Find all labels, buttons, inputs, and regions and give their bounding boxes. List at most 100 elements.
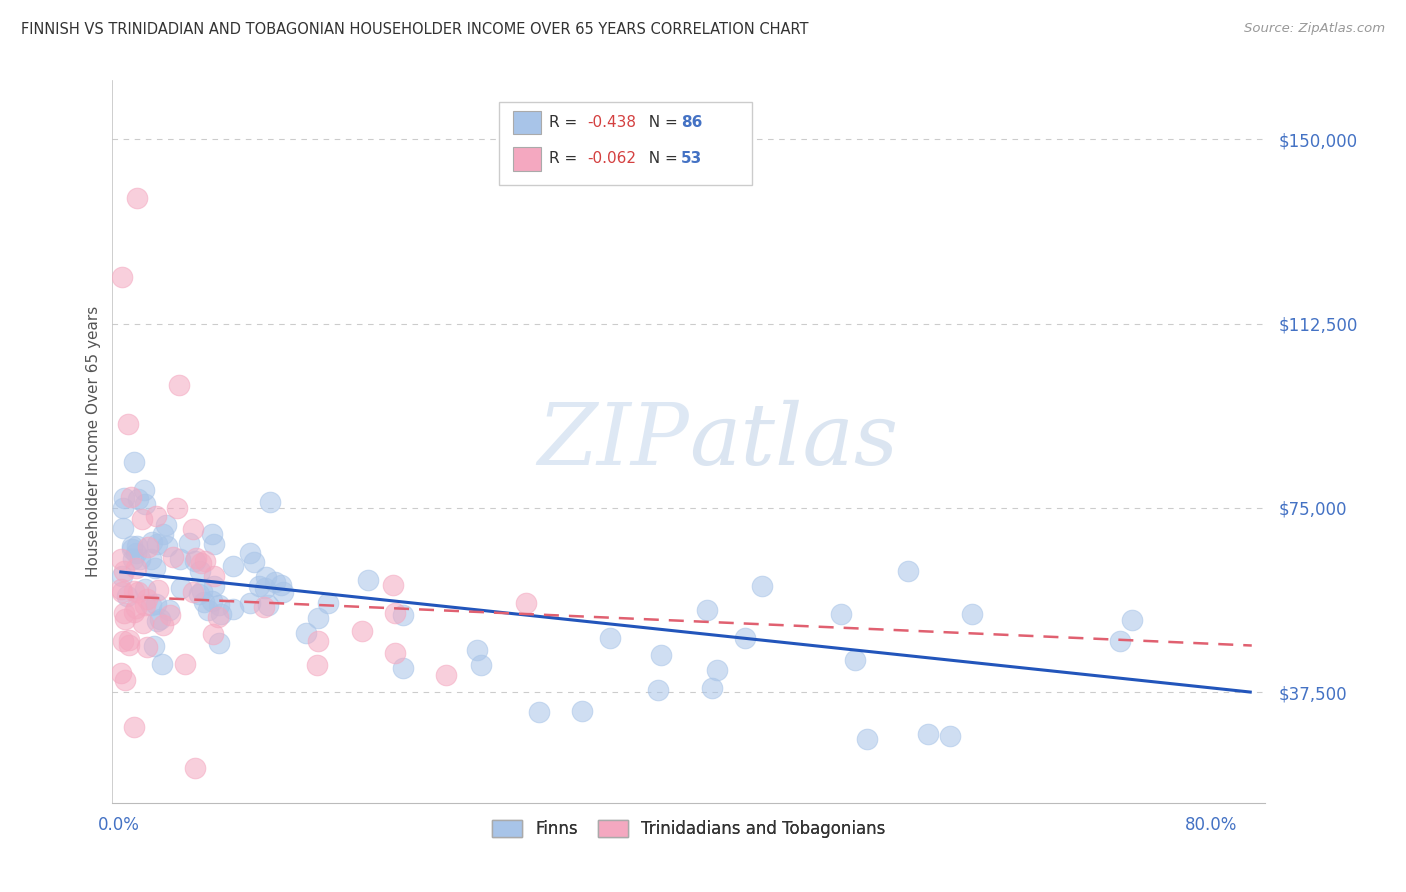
Point <box>146 614 169 628</box>
Point <box>134 598 156 612</box>
Point <box>122 455 145 469</box>
Point <box>252 599 274 614</box>
Point <box>111 569 134 583</box>
Point <box>392 661 415 675</box>
Point <box>307 634 329 648</box>
Point <box>193 595 215 609</box>
Point <box>650 648 672 663</box>
Point <box>465 643 488 657</box>
Point <box>1121 613 1143 627</box>
Point <box>110 551 132 566</box>
Point <box>114 673 136 687</box>
Point <box>134 483 156 497</box>
Point <box>190 565 212 579</box>
Point <box>352 624 374 638</box>
Point <box>830 607 852 622</box>
Point <box>127 585 149 599</box>
Point <box>207 610 229 624</box>
Point <box>149 611 172 625</box>
Point <box>162 549 184 564</box>
Text: N =: N = <box>640 151 683 166</box>
Point <box>197 603 219 617</box>
Point <box>201 594 224 608</box>
Text: atlas: atlas <box>689 401 898 483</box>
Point <box>152 526 174 541</box>
Point <box>181 585 204 599</box>
Point <box>571 704 593 718</box>
Point <box>173 657 195 672</box>
Point <box>257 599 280 613</box>
Point <box>132 615 155 630</box>
Point <box>751 579 773 593</box>
Point <box>139 599 162 613</box>
Point <box>844 652 866 666</box>
Point <box>392 608 415 623</box>
Point <box>207 598 229 612</box>
Y-axis label: Householder Income Over 65 years: Householder Income Over 65 years <box>86 306 101 577</box>
Point <box>190 556 212 570</box>
Point <box>202 536 225 550</box>
Point <box>111 269 134 284</box>
Point <box>316 596 339 610</box>
Point <box>169 552 191 566</box>
Point <box>127 491 149 506</box>
Point <box>117 417 139 432</box>
Text: 53: 53 <box>681 151 702 166</box>
Point <box>112 564 135 578</box>
Point <box>527 706 550 720</box>
Point <box>897 565 920 579</box>
Legend: Finns, Trinidadians and Tobagonians: Finns, Trinidadians and Tobagonians <box>485 814 893 845</box>
Point <box>170 581 193 595</box>
Point <box>191 584 214 599</box>
Point <box>183 761 205 775</box>
Point <box>647 683 669 698</box>
Point <box>295 626 318 640</box>
Point <box>143 561 166 575</box>
Point <box>209 607 232 622</box>
Point <box>201 527 224 541</box>
Point <box>112 491 135 506</box>
Point <box>734 631 756 645</box>
Point <box>270 577 292 591</box>
Point <box>222 602 245 616</box>
Point <box>201 626 224 640</box>
Point <box>125 561 148 575</box>
Point <box>239 595 262 609</box>
Point <box>222 559 245 574</box>
Point <box>136 591 159 606</box>
Point <box>939 729 962 743</box>
Point <box>184 550 207 565</box>
Point <box>125 546 148 560</box>
Point <box>470 658 492 673</box>
Point <box>121 542 143 557</box>
Point <box>167 378 190 392</box>
Point <box>166 501 188 516</box>
Point <box>110 665 132 680</box>
Point <box>122 583 145 598</box>
Text: R =: R = <box>550 151 582 166</box>
Point <box>179 536 201 550</box>
Point <box>357 573 380 587</box>
Point <box>112 606 135 620</box>
Point <box>188 587 211 601</box>
Point <box>696 603 718 617</box>
Point <box>118 638 141 652</box>
Point <box>960 607 983 622</box>
Point <box>194 554 217 568</box>
Point <box>131 512 153 526</box>
Point <box>202 578 225 592</box>
Point <box>515 596 537 610</box>
Point <box>202 569 225 583</box>
Point <box>384 647 406 661</box>
Point <box>145 508 167 523</box>
Point <box>305 657 328 672</box>
Point <box>1108 633 1130 648</box>
Point <box>381 578 404 592</box>
Point <box>134 582 156 597</box>
Point <box>136 640 159 654</box>
Point <box>159 607 181 622</box>
Point <box>125 191 148 205</box>
Point <box>156 539 179 553</box>
Text: -0.438: -0.438 <box>588 115 637 129</box>
FancyBboxPatch shape <box>499 102 752 185</box>
